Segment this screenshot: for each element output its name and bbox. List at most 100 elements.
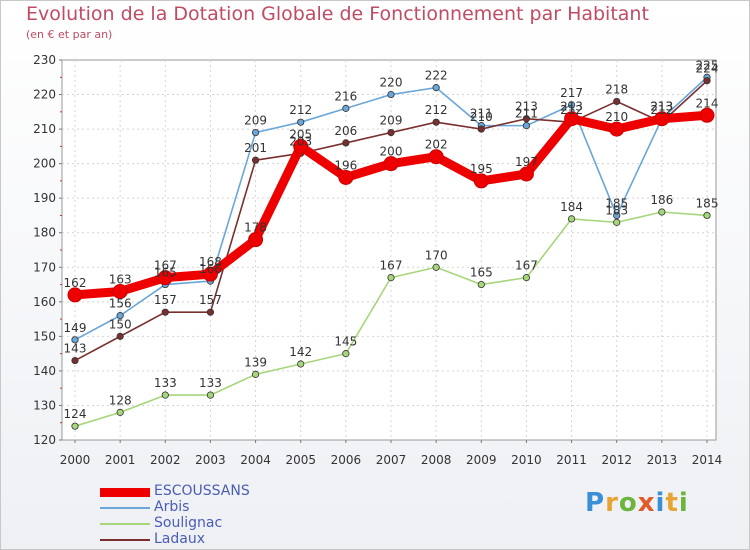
data-label-arbis: 217 — [560, 86, 583, 100]
y-tick-label: 170 — [33, 260, 56, 274]
data-point-escoussans — [518, 166, 534, 182]
x-tick-label: 2006 — [331, 453, 362, 467]
y-tick-label: 120 — [33, 433, 56, 447]
data-label-ladaux: 201 — [244, 141, 267, 155]
legend-label-escoussans: ESCOUSSANS — [154, 483, 250, 499]
data-label-escoussans: 200 — [380, 145, 403, 159]
data-point-escoussans — [654, 111, 670, 127]
x-tick-label: 2013 — [647, 453, 678, 467]
data-point-arbis — [116, 312, 124, 320]
y-tick-label: 180 — [33, 226, 56, 240]
data-point-soulignac — [116, 408, 124, 416]
data-point-escoussans — [338, 169, 354, 185]
data-point-arbis — [613, 211, 621, 220]
data-label-ladaux: 203 — [289, 134, 312, 148]
data-point-escoussans — [428, 149, 444, 165]
data-point-escoussans — [293, 138, 309, 154]
data-label-arbis: 149 — [64, 321, 87, 335]
data-label-arbis: 225 — [696, 58, 719, 72]
legend-swatch-arbis — [100, 507, 150, 509]
data-label-escoussans: 167 — [154, 259, 177, 273]
data-label-soulignac: 145 — [334, 335, 357, 349]
x-tick-label: 2009 — [466, 453, 497, 467]
y-tick-label: 150 — [33, 329, 56, 343]
chart-subtitle: (en € et par an) — [26, 28, 113, 41]
x-tick-label: 2002 — [150, 453, 181, 467]
data-point-soulignac — [703, 211, 711, 220]
data-point-soulignac — [251, 370, 260, 378]
data-label-escoussans: 195 — [470, 162, 493, 176]
data-label-escoussans: 196 — [334, 158, 357, 172]
x-tick-label: 2010 — [511, 453, 542, 467]
data-label-ladaux: 218 — [605, 82, 628, 96]
data-label-ladaux: 209 — [380, 114, 403, 128]
x-tick-label: 2008 — [421, 453, 452, 467]
data-point-ladaux — [703, 77, 711, 85]
data-label-ladaux: 212 — [650, 103, 673, 117]
y-tick-label: 200 — [33, 157, 56, 171]
data-point-escoussans — [609, 121, 625, 137]
data-label-ladaux: 212 — [560, 103, 583, 117]
data-label-escoussans: 168 — [199, 255, 222, 269]
data-label-soulignac: 167 — [380, 259, 403, 273]
data-point-arbis — [71, 336, 79, 344]
data-label-escoussans: 205 — [289, 127, 312, 141]
data-label-ladaux: 212 — [425, 103, 448, 117]
data-point-arbis — [567, 101, 576, 109]
y-tick-label: 220 — [33, 88, 56, 102]
data-point-arbis — [297, 118, 305, 126]
data-label-ladaux: 150 — [109, 317, 132, 331]
data-label-soulignac: 133 — [199, 376, 222, 390]
data-point-ladaux — [161, 308, 169, 316]
data-label-arbis: 165 — [154, 266, 177, 280]
data-label-ladaux: 213 — [515, 100, 538, 114]
data-label-arbis: 216 — [334, 89, 357, 103]
data-point-ladaux — [387, 128, 395, 137]
data-point-ladaux — [522, 115, 531, 123]
y-tick-label: 230 — [33, 53, 56, 67]
data-label-escoussans: 214 — [696, 96, 719, 110]
data-point-soulignac — [297, 360, 305, 368]
data-label-arbis: 222 — [425, 69, 448, 83]
proxiti-logo: Proxiti — [585, 488, 689, 518]
data-point-ladaux — [613, 97, 621, 106]
y-tick-label: 140 — [33, 364, 56, 378]
data-point-escoussans — [473, 173, 489, 189]
y-tick-label: 210 — [33, 122, 56, 136]
data-point-ladaux — [116, 332, 124, 340]
legend-label-soulignac: Soulignac — [154, 515, 223, 531]
chart-title: Evolution de la Dotation Globale de Fonc… — [26, 3, 649, 25]
data-point-escoussans — [383, 156, 399, 172]
legend-swatch-escoussans — [100, 488, 150, 497]
data-point-escoussans — [202, 266, 218, 282]
data-label-arbis: 209 — [244, 114, 267, 128]
data-label-ladaux: 210 — [470, 110, 493, 124]
data-label-ladaux: 143 — [64, 342, 87, 356]
data-point-ladaux — [251, 156, 260, 164]
data-label-ladaux: 157 — [154, 293, 177, 307]
data-label-soulignac: 142 — [289, 345, 312, 359]
data-label-arbis: 185 — [605, 196, 628, 210]
data-label-arbis: 156 — [109, 297, 132, 311]
x-tick-label: 2003 — [195, 453, 226, 467]
data-point-ladaux — [206, 308, 215, 316]
data-label-escoussans: 210 — [605, 110, 628, 124]
data-point-arbis — [387, 90, 395, 99]
data-label-soulignac: 167 — [515, 259, 538, 273]
data-label-escoussans: 178 — [244, 221, 267, 235]
x-tick-label: 2007 — [376, 453, 407, 467]
data-label-ladaux: 206 — [334, 124, 357, 138]
data-point-soulignac — [387, 274, 395, 282]
x-tick-label: 2001 — [105, 453, 136, 467]
data-label-escoussans: 162 — [64, 276, 87, 290]
x-tick-label: 2014 — [692, 453, 723, 467]
x-tick-label: 2004 — [240, 453, 271, 467]
data-label-soulignac: 124 — [64, 407, 87, 421]
data-label-arbis: 166 — [199, 262, 222, 276]
data-point-escoussans — [564, 111, 580, 127]
data-label-arbis: 211 — [515, 107, 538, 121]
data-point-escoussans — [67, 287, 83, 303]
data-label-soulignac: 185 — [696, 196, 719, 210]
data-point-ladaux — [432, 118, 440, 126]
